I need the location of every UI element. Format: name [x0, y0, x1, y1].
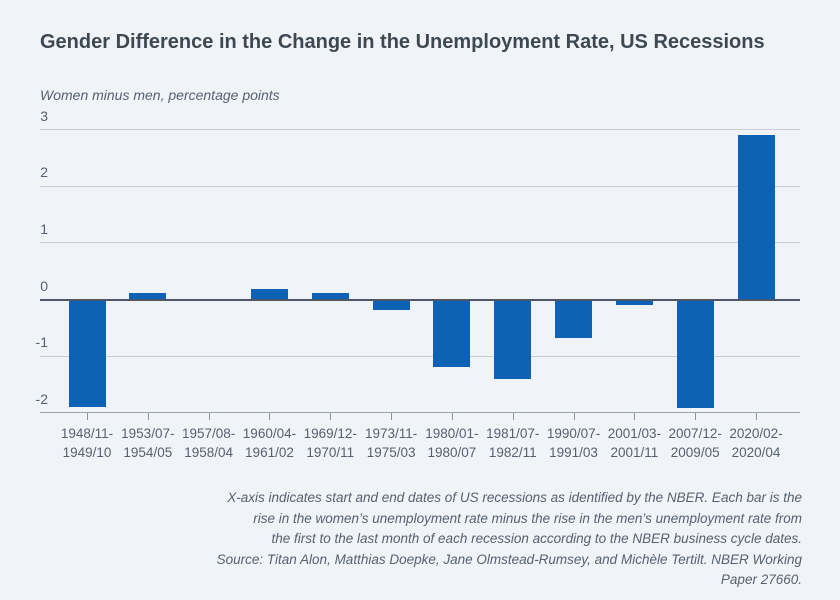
x-axis-label: 1957/08- 1958/04 [181, 426, 236, 460]
bar [372, 299, 410, 311]
x-axis-tick [269, 413, 271, 420]
footnote-line: rise in the women’s unemployment rate mi… [253, 510, 802, 526]
x-axis-tick [573, 413, 575, 420]
source-line: Source: Titan Alon, Matthias Doepke, Jan… [216, 551, 802, 588]
y-axis-unit-label: Women minus men, percentage points [40, 87, 280, 103]
x-axis-tick [208, 413, 210, 420]
bar [494, 299, 532, 379]
x-axis-tick [634, 413, 636, 420]
bar [129, 292, 167, 300]
x-axis-label: 1969/12- 1970/11 [303, 426, 357, 460]
x-axis-label: 1990/07- 1991/03 [546, 426, 601, 460]
bar [615, 299, 653, 306]
bar [433, 299, 471, 368]
x-axis-label: 1980/01- 1980/07 [425, 426, 479, 460]
x-axis-tick [695, 413, 697, 420]
y-axis-tick-label: 0 [40, 277, 48, 294]
x-axis-label: 1973/11- 1975/03 [364, 426, 418, 460]
x-axis-tick [330, 413, 332, 420]
x-axis-tick [451, 413, 453, 420]
gridline [40, 242, 800, 244]
x-axis-label: 2007/12- 2009/05 [668, 426, 722, 460]
gridline [40, 129, 800, 131]
gridline [40, 185, 800, 187]
zero-line [40, 298, 800, 301]
footnote-line: X-axis indicates start and end dates of … [227, 490, 802, 505]
x-axis-tick [147, 413, 149, 420]
footnote-line: the first to the last month of each rece… [271, 531, 802, 546]
y-axis-tick-label: 2 [40, 164, 48, 181]
x-axis-label: 1953/07- 1954/05 [121, 426, 175, 460]
x-axis-label: 1960/04- 1961/02 [242, 426, 297, 460]
x-axis-label: 1981/07- 1982/11 [486, 426, 540, 460]
x-axis-tick [756, 413, 758, 420]
y-axis-tick-label: -2 [35, 390, 48, 407]
x-axis-tick [391, 413, 393, 420]
gridline [40, 355, 800, 357]
bar [737, 135, 775, 300]
x-axis-label: 1948/11- 1949/10 [60, 426, 114, 460]
gridline [40, 412, 800, 414]
bar [555, 299, 593, 338]
bar [311, 292, 349, 300]
x-axis-tick [87, 413, 88, 420]
y-axis-tick-label: 3 [40, 107, 48, 124]
footnote: X-axis indicates start and end dates of … [182, 488, 802, 591]
y-axis-tick-label: 1 [40, 220, 48, 237]
y-axis-tick-label: -1 [35, 334, 48, 351]
bar [250, 288, 288, 300]
chart-title: Gender Difference in the Change in the U… [40, 31, 765, 53]
x-axis-tick [512, 413, 514, 420]
x-axis-label: 2020/02- 2020/04 [729, 426, 783, 460]
bar [676, 299, 714, 409]
x-axis-label: 2001/03- 2001/11 [607, 426, 662, 460]
bar [68, 299, 106, 408]
